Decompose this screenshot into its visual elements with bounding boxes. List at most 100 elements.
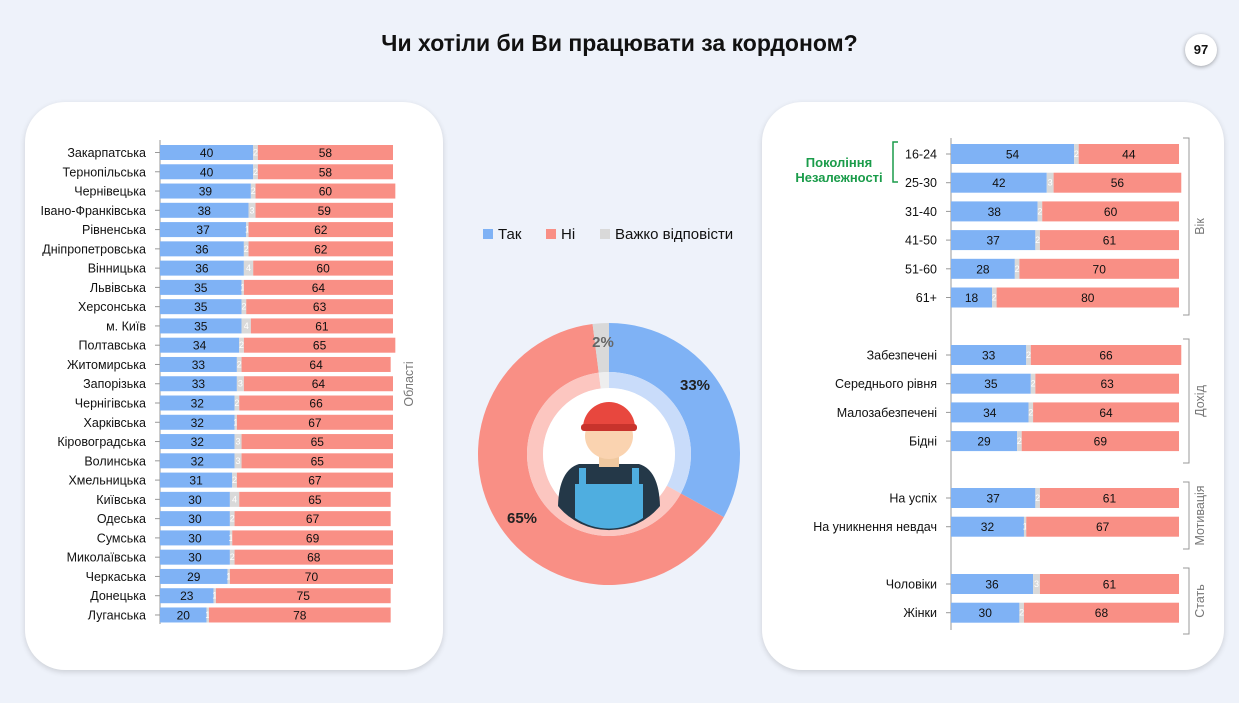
region-label: Чернівецька [74,185,146,199]
region-row-value-hard: 2 [232,475,237,485]
legend-swatch-hard [600,229,610,239]
region-label: Черкаська [86,570,146,584]
region-label: Чернігівська [75,397,146,411]
region-row-value-hard: 2 [237,359,242,369]
demographic-row-value-no: 70 [1093,262,1107,276]
demographic-row-value-yes: 35 [984,377,998,391]
region-label: Харківська [84,416,146,430]
region-row-value-yes: 36 [195,262,209,276]
worker-icon [558,402,660,531]
region-row-seg-hard [241,279,244,295]
region-row-value-yes: 32 [191,435,205,449]
region-row-value-yes: 36 [195,242,209,256]
region-row-seg-yes [160,472,233,488]
region-label: Миколаївська [67,551,146,565]
region-label: Одеська [97,512,146,526]
region-row-value-hard: 2 [239,340,244,350]
region-row-value-no: 67 [306,512,320,526]
region-row-value-hard: 2 [241,302,246,312]
region-row-value-hard: 2 [234,398,239,408]
region-row-seg-no [253,260,393,276]
region-row-seg-no [255,183,396,199]
demographic-row-value-yes: 33 [982,349,996,363]
worker-cap [583,402,635,428]
region-row-value-no: 64 [312,377,326,391]
demographic-row-seg-no [1053,172,1182,193]
region-row-seg-no [241,453,393,469]
region-row-seg-no [250,318,393,334]
page-number-badge: 97 [1185,34,1217,66]
region-row-value-hard: 4 [232,494,237,504]
side-label-group: Стать [1193,584,1207,618]
demographic-row-seg-yes [951,574,1034,594]
donut-slice-yes [609,323,740,518]
demographic-row-seg-no [996,287,1179,308]
region-row-value-no: 60 [316,262,330,276]
region-row-value-hard: 4 [246,263,251,273]
demographic-row-label: 25-30 [905,176,937,190]
demographic-row-seg-hard [1014,258,1020,279]
demographic-row-seg-yes [951,488,1036,508]
worker-strap-right [632,468,639,486]
demographic-row-label: 31-40 [905,205,937,219]
demographic-row-value-no: 67 [1096,520,1110,534]
demographic-row-seg-hard [992,287,997,308]
demographic-row-value-hard: 2 [1017,436,1022,446]
region-row-value-no: 61 [315,319,329,333]
region-row-seg-yes [160,530,230,546]
region-label: Житомирська [67,358,146,372]
demographic-row-seg-hard [1026,345,1031,365]
region-row-value-no: 67 [308,474,322,488]
demographic-row-seg-hard [1035,230,1040,251]
donut-label-yes: 33% [680,377,710,394]
demographic-row-seg-no [1033,402,1179,423]
region-row-value-no: 67 [308,416,322,430]
demographic-row-seg-hard [1046,172,1054,193]
region-row-value-hard: 3 [250,205,255,215]
donut-chart: 33% 65% 2% [477,323,740,585]
region-row-value-no: 60 [319,185,333,199]
demographic-row-label: Середнього рівня [835,377,937,391]
demographic-row-seg-no [1078,144,1179,164]
region-row-value-no: 58 [319,146,333,160]
demographic-row-value-yes: 28 [976,262,990,276]
legend-item-no: Ні [546,226,575,243]
region-row-value-hard: 4 [244,321,249,331]
demographic-row-value-yes: 29 [977,435,991,449]
demographic-row-seg-no [1039,574,1179,594]
region-row-value-yes: 35 [194,281,208,295]
region-row-value-hard: 1 [229,533,234,543]
region-row-value-hard: 2 [230,514,235,524]
region-row-seg-yes [160,434,235,450]
legend-label-yes: Так [498,226,522,243]
demographic-row-value-hard: 3 [1034,579,1039,589]
region-row-seg-yes [160,202,249,218]
region-row-seg-yes [160,414,235,430]
demographic-row-seg-yes [951,516,1024,537]
region-row-value-no: 65 [308,493,322,507]
region-row-value-no: 64 [312,281,326,295]
region-row-value-yes: 30 [188,551,202,565]
region-row-value-yes: 37 [196,223,210,237]
region-label: Івано-Франківська [41,204,147,218]
generation-label-line-1: Покоління [806,155,872,170]
demographic-row-value-yes: 32 [981,520,995,534]
region-label: Донецька [90,589,146,603]
region-row-seg-no [257,145,393,160]
legend-label-hard: Важко відповісти [615,226,734,243]
demographic-row-seg-hard [1019,602,1024,623]
region-row-value-hard: 1 [212,591,217,601]
region-row-value-no: 64 [309,358,323,372]
region-row-value-hard: 3 [236,437,241,447]
demographic-row-seg-hard [1037,201,1043,222]
region-row-value-no: 62 [314,242,328,256]
donut-slice-hard [592,323,609,373]
region-row-seg-yes [160,222,247,238]
demographic-row-seg-no [1042,201,1179,222]
region-row-seg-no [232,530,393,546]
region-row-value-yes: 35 [194,300,208,314]
demographic-row-seg-no [1030,345,1182,365]
region-row-value-yes: 23 [180,589,194,603]
demographic-row-label: На успіх [889,492,937,506]
region-row-seg-yes [160,337,240,353]
